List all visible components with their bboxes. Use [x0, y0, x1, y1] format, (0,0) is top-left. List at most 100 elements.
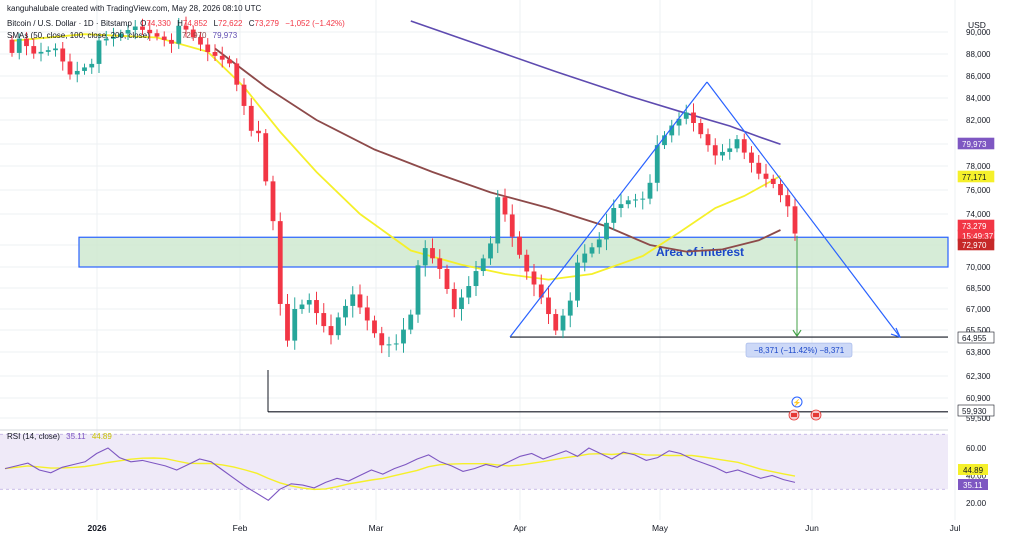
sma100-line[interactable]: [214, 47, 781, 253]
candle: [778, 178, 783, 203]
candle: [741, 133, 747, 160]
candle: [546, 285, 551, 324]
symbol-legend[interactable]: Bitcoin / U.S. Dollar · 1D · Bitstamp O7…: [7, 19, 345, 28]
rsi-legend[interactable]: RSI (14, close) 35.11 44.89: [7, 432, 112, 441]
candle: [125, 24, 131, 41]
candle: [567, 292, 573, 328]
candle: [495, 190, 501, 254]
measure-label: −8,371 (−11.42%) −8,371: [754, 346, 845, 355]
candle: [509, 204, 515, 247]
candle: [161, 31, 167, 47]
candle: [393, 334, 399, 351]
ohlc-change: −1,052 (−1.42%): [285, 19, 345, 28]
candle: [248, 98, 254, 137]
candle: [60, 42, 66, 71]
candle: [669, 119, 675, 143]
rsi-ma-value: 44.89: [92, 432, 113, 441]
candle: [256, 120, 261, 142]
candle: [82, 63, 87, 75]
price-tag: 64,955: [957, 331, 995, 344]
candle: [640, 191, 646, 210]
price-tick-label: 88,000: [966, 50, 991, 59]
rsi-ma-line[interactable]: [4, 452, 796, 491]
price-tick-label: 82,000: [966, 116, 991, 125]
ohlc-low: 72,622: [218, 19, 243, 28]
candle: [140, 18, 145, 36]
us-flag-icon[interactable]: [788, 409, 800, 421]
time-tick-label: 2026: [88, 523, 107, 533]
candle: [379, 326, 385, 354]
candle: [364, 295, 370, 331]
sma100-value: 72,970: [182, 31, 207, 40]
rsi-axis: 60.00 40.00 20.00 44.89 35.11: [958, 444, 988, 508]
candle: [589, 242, 595, 258]
svg-text:79,973: 79,973: [962, 140, 987, 149]
candle: [727, 138, 733, 160]
candle: [321, 303, 327, 333]
candle: [118, 29, 124, 41]
us-flag-icon[interactable]: [810, 409, 822, 421]
time-tick-label: Jul: [950, 523, 961, 533]
candle: [132, 20, 138, 40]
candle: [756, 155, 762, 180]
ascending-trendline[interactable]: [509, 81, 708, 338]
price-tick-label: 63,800: [966, 348, 991, 357]
candle: [444, 264, 450, 294]
candle: [647, 174, 653, 205]
candle: [792, 197, 798, 241]
candle: [372, 315, 377, 338]
candle: [103, 30, 109, 46]
sma-legend[interactable]: SMAs (50, close, 100, close, 200, close)…: [7, 31, 238, 40]
measure-arrowhead-icon: [792, 329, 802, 338]
rsi-tag: 35.11: [958, 479, 988, 490]
price-tick-label: 65,500: [966, 326, 991, 335]
candle: [9, 35, 15, 57]
candle: [720, 144, 725, 161]
candle: [299, 299, 305, 314]
sma200-line[interactable]: [410, 20, 781, 146]
candle: [190, 25, 196, 41]
candle: [198, 31, 203, 52]
ohlc-high: 74,852: [183, 19, 208, 28]
candle: [698, 118, 704, 139]
candle: [386, 336, 392, 357]
area-of-interest-zone[interactable]: [78, 236, 949, 268]
rsi-pane[interactable]: [4, 447, 796, 501]
candle: [488, 236, 493, 265]
candle: [437, 249, 443, 279]
price-tag: 79,973: [957, 137, 995, 150]
attribution-text: kanguhalubale created with TradingView.c…: [7, 4, 261, 13]
sma200-value: 79,973: [213, 31, 238, 40]
candle: [292, 297, 298, 350]
candle: [662, 131, 667, 149]
sma-label: SMAs (50, close, 100, close, 200, close): [7, 31, 150, 40]
candle: [705, 128, 711, 152]
time-tick-label: Jun: [805, 523, 819, 533]
candle: [31, 38, 37, 59]
candle: [422, 240, 428, 277]
candle: [459, 289, 464, 321]
candle: [611, 199, 617, 231]
candle: [466, 276, 472, 305]
rsi-value: 35.11: [66, 432, 86, 441]
rsi-line[interactable]: [4, 447, 796, 501]
candle: [473, 261, 479, 296]
time-tick-label: Mar: [369, 523, 384, 533]
price-tag: 73,279: [957, 219, 995, 232]
candle: [96, 33, 102, 74]
candle: [212, 44, 218, 62]
price-tag: 59,930: [957, 404, 995, 417]
candle: [451, 282, 457, 318]
rsi-tag: 44.89: [958, 464, 988, 475]
descending-trendline[interactable]: [706, 81, 901, 338]
candle: [596, 232, 602, 254]
price-tick-label: 59,500: [966, 414, 991, 423]
event-flag-icon[interactable]: ⚡: [791, 396, 803, 408]
candle: [277, 212, 283, 316]
candle: [560, 309, 566, 339]
price-tick-label: 62,300: [966, 372, 991, 381]
candle: [357, 284, 363, 315]
time-axis[interactable]: 2026 Feb Mar Apr May Jun Jul: [88, 523, 961, 533]
